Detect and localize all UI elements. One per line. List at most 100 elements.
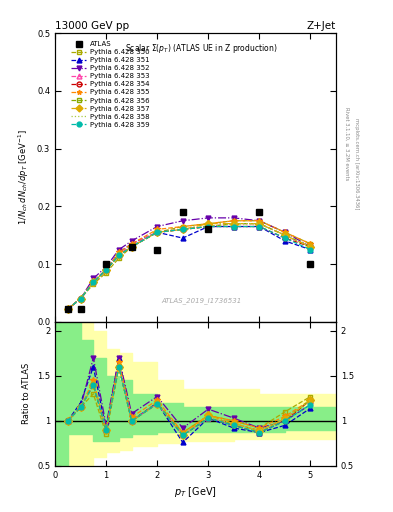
Pythia 6.428 357	[180, 226, 185, 232]
Pythia 6.428 353	[117, 252, 121, 259]
Pythia 6.428 358	[308, 244, 313, 250]
Pythia 6.428 353	[91, 280, 96, 286]
Pythia 6.428 354	[257, 223, 262, 229]
Pythia 6.428 351	[65, 306, 70, 312]
Line: Pythia 6.428 350: Pythia 6.428 350	[65, 218, 313, 311]
Text: Z+Jet: Z+Jet	[307, 21, 336, 31]
Pythia 6.428 359	[257, 223, 262, 229]
Pythia 6.428 358	[155, 229, 160, 236]
Line: Pythia 6.428 358: Pythia 6.428 358	[68, 224, 310, 309]
ATLAS	[257, 209, 262, 215]
Pythia 6.428 358	[283, 232, 287, 238]
Pythia 6.428 358	[129, 244, 134, 250]
Pythia 6.428 352	[155, 223, 160, 229]
Pythia 6.428 352	[117, 246, 121, 252]
Pythia 6.428 355	[180, 223, 185, 229]
Pythia 6.428 357	[104, 267, 108, 273]
Pythia 6.428 357	[65, 306, 70, 312]
Pythia 6.428 359	[78, 295, 83, 302]
Pythia 6.428 357	[283, 232, 287, 238]
Pythia 6.428 350	[257, 218, 262, 224]
Pythia 6.428 351	[129, 241, 134, 247]
Pythia 6.428 355	[206, 221, 211, 227]
Pythia 6.428 356	[78, 295, 83, 302]
Pythia 6.428 356	[283, 232, 287, 238]
Pythia 6.428 351	[180, 235, 185, 241]
ATLAS	[78, 306, 83, 312]
ATLAS	[308, 261, 313, 267]
Pythia 6.428 355	[78, 295, 83, 302]
Pythia 6.428 359	[65, 306, 70, 312]
Text: ATLAS_2019_I1736531: ATLAS_2019_I1736531	[161, 297, 241, 305]
Pythia 6.428 355	[129, 241, 134, 247]
ATLAS	[180, 209, 185, 215]
Text: Rivet 3.1.10, ≥ 3.2M events: Rivet 3.1.10, ≥ 3.2M events	[344, 106, 349, 180]
Pythia 6.428 351	[78, 295, 83, 302]
Pythia 6.428 356	[257, 221, 262, 227]
Y-axis label: $1/N_{ch}\,dN_{ch}/dp_T$ [GeV$^{-1}$]: $1/N_{ch}\,dN_{ch}/dp_T$ [GeV$^{-1}$]	[17, 130, 31, 225]
Pythia 6.428 352	[78, 295, 83, 302]
ATLAS	[155, 246, 160, 252]
Pythia 6.428 352	[308, 244, 313, 250]
Pythia 6.428 357	[91, 280, 96, 286]
Pythia 6.428 358	[257, 221, 262, 227]
X-axis label: $p_T$ [GeV]: $p_T$ [GeV]	[174, 485, 217, 499]
Pythia 6.428 359	[180, 226, 185, 232]
Pythia 6.428 356	[206, 223, 211, 229]
Pythia 6.428 350	[155, 229, 160, 236]
Pythia 6.428 357	[257, 221, 262, 227]
Pythia 6.428 353	[129, 241, 134, 247]
Pythia 6.428 353	[283, 232, 287, 238]
Pythia 6.428 353	[308, 244, 313, 250]
Line: Pythia 6.428 357: Pythia 6.428 357	[65, 221, 314, 312]
Pythia 6.428 350	[206, 221, 211, 227]
Line: Pythia 6.428 353: Pythia 6.428 353	[65, 221, 313, 311]
Pythia 6.428 353	[155, 229, 160, 236]
Pythia 6.428 357	[308, 244, 313, 250]
Pythia 6.428 356	[117, 252, 121, 259]
Pythia 6.428 351	[104, 267, 108, 273]
Pythia 6.428 350	[231, 218, 236, 224]
Pythia 6.428 351	[117, 249, 121, 255]
Pythia 6.428 354	[283, 235, 287, 241]
Pythia 6.428 358	[180, 226, 185, 232]
Pythia 6.428 359	[104, 267, 108, 273]
Pythia 6.428 353	[231, 221, 236, 227]
Pythia 6.428 352	[257, 218, 262, 224]
Pythia 6.428 353	[180, 226, 185, 232]
Pythia 6.428 357	[206, 221, 211, 227]
Pythia 6.428 359	[283, 235, 287, 241]
Pythia 6.428 352	[180, 218, 185, 224]
Line: Pythia 6.428 356: Pythia 6.428 356	[65, 221, 313, 311]
Pythia 6.428 354	[91, 280, 96, 286]
Pythia 6.428 356	[129, 244, 134, 250]
Pythia 6.428 355	[257, 218, 262, 224]
Pythia 6.428 350	[65, 306, 70, 312]
Pythia 6.428 355	[308, 241, 313, 247]
ATLAS	[104, 261, 108, 267]
Pythia 6.428 350	[78, 295, 83, 302]
Pythia 6.428 356	[231, 221, 236, 227]
Pythia 6.428 358	[206, 223, 211, 229]
Pythia 6.428 358	[117, 252, 121, 259]
Pythia 6.428 355	[104, 267, 108, 273]
Pythia 6.428 354	[117, 252, 121, 259]
Pythia 6.428 352	[104, 264, 108, 270]
Line: Pythia 6.428 355: Pythia 6.428 355	[65, 218, 314, 312]
Pythia 6.428 356	[155, 229, 160, 236]
Line: ATLAS: ATLAS	[65, 209, 314, 312]
Pythia 6.428 352	[283, 229, 287, 236]
Legend: ATLAS, Pythia 6.428 350, Pythia 6.428 351, Pythia 6.428 352, Pythia 6.428 353, P: ATLAS, Pythia 6.428 350, Pythia 6.428 35…	[70, 40, 151, 129]
Text: Scalar $\Sigma(p_T)$ (ATLAS UE in Z production): Scalar $\Sigma(p_T)$ (ATLAS UE in Z prod…	[125, 42, 277, 55]
Line: Pythia 6.428 352: Pythia 6.428 352	[65, 216, 313, 311]
Pythia 6.428 354	[180, 226, 185, 232]
Pythia 6.428 355	[155, 226, 160, 232]
Pythia 6.428 351	[155, 229, 160, 236]
Pythia 6.428 351	[283, 238, 287, 244]
Line: Pythia 6.428 351: Pythia 6.428 351	[65, 224, 313, 311]
Pythia 6.428 350	[104, 270, 108, 276]
Pythia 6.428 356	[104, 267, 108, 273]
Pythia 6.428 358	[104, 267, 108, 273]
Pythia 6.428 358	[65, 306, 70, 312]
Pythia 6.428 354	[231, 223, 236, 229]
